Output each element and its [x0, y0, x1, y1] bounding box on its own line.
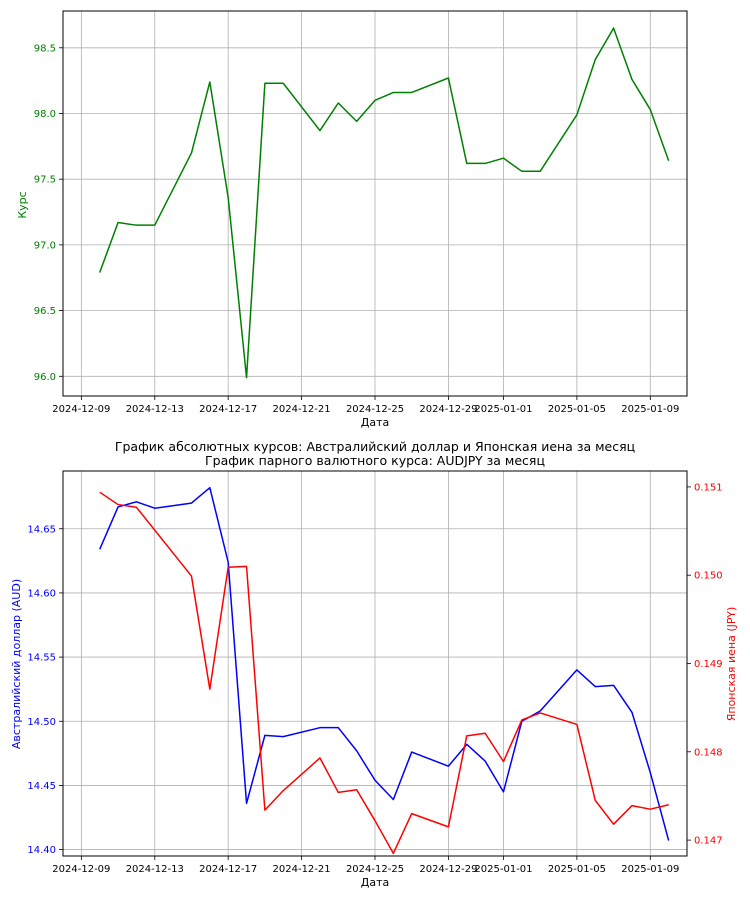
y-right-tick-label: 0.151 [694, 482, 723, 493]
y-right-tick-label: 0.149 [694, 659, 723, 670]
y-tick-label: 97.5 [34, 175, 56, 186]
y-axis-label-top: Курс [16, 191, 29, 218]
y-tick-label: 14.40 [27, 845, 56, 856]
x-tick-label: 2024-12-21 [273, 404, 331, 415]
y-axis-right-bottom: 0.147 0.148 0.149 0.150 0.151 [687, 482, 723, 847]
y-tick-label: 14.50 [27, 717, 56, 728]
x-tick-label: 2024-12-29 [419, 404, 477, 415]
chart-subtitle: График парного валютного курса: AUDJPY з… [205, 453, 545, 468]
y-right-tick-label: 0.147 [694, 836, 723, 847]
x-axis-bottom: 2024-12-09 2024-12-13 2024-12-17 2024-12-21… [52, 856, 679, 875]
y-axis-label-left-bottom: Австралийский доллар (AUD) [10, 579, 23, 749]
x-tick-label: 2024-12-13 [126, 404, 184, 415]
x-tick-label: 2024-12-25 [346, 404, 404, 415]
y-tick-label: 14.65 [27, 524, 56, 535]
x-axis-top: 2024-12-09 2024-12-13 2024-12-17 2024-12-21… [52, 396, 679, 415]
x-tick-label: 2024-12-21 [273, 864, 331, 875]
x-axis-label-top: Дата [361, 416, 389, 429]
y-right-tick-label: 0.150 [694, 571, 723, 582]
x-tick-label: 2024-12-25 [346, 864, 404, 875]
y-tick-label: 97.0 [34, 240, 56, 251]
series-line-right [99, 491, 669, 855]
x-tick-label: 2024-12-09 [52, 404, 110, 415]
x-tick-label: 2024-12-13 [126, 864, 184, 875]
y-tick-label: 14.60 [27, 588, 56, 599]
x-tick-label: 2025-01-09 [621, 404, 679, 415]
y-tick-label: 96.0 [34, 372, 56, 383]
x-tick-label: 2024-12-29 [419, 864, 477, 875]
y-axis-top: 96.0 96.5 97.0 97.5 98.0 98.5 [34, 43, 63, 383]
x-tick-label: 2025-01-05 [548, 864, 606, 875]
y-axis-label-right-bottom: Японская иена (JPY) [725, 607, 738, 722]
x-tick-label: 2024-12-09 [52, 864, 110, 875]
x-tick-label: 2025-01-01 [474, 864, 532, 875]
y-tick-label: 98.0 [34, 109, 56, 120]
grid-top [63, 11, 687, 396]
chart-title: График абсолютных курсов: Австралийский … [115, 439, 635, 454]
y-tick-label: 14.55 [27, 653, 56, 664]
x-tick-label: 2025-01-05 [548, 404, 606, 415]
series-top [99, 27, 670, 379]
y-right-tick-label: 0.148 [694, 747, 723, 758]
y-axis-left-bottom: 14.40 14.45 14.50 14.55 14.60 14.65 [27, 524, 63, 856]
series-bottom [99, 486, 670, 855]
y-tick-label: 96.5 [34, 306, 56, 317]
grid-bottom [63, 471, 687, 856]
x-tick-label: 2025-01-01 [474, 404, 532, 415]
x-tick-label: 2024-12-17 [199, 864, 257, 875]
series-line-left [99, 27, 670, 379]
x-tick-label: 2025-01-09 [621, 864, 679, 875]
chart-bottom: График абсолютных курсов: Австралийский … [10, 439, 738, 889]
series-line-left [99, 486, 670, 841]
y-tick-label: 14.45 [27, 781, 56, 792]
x-tick-label: 2024-12-17 [199, 404, 257, 415]
x-axis-label-bottom: Дата [361, 876, 389, 889]
y-tick-label: 98.5 [34, 43, 56, 54]
chart-top: 2024-12-09 2024-12-13 2024-12-17 2024-12-21… [16, 10, 688, 429]
